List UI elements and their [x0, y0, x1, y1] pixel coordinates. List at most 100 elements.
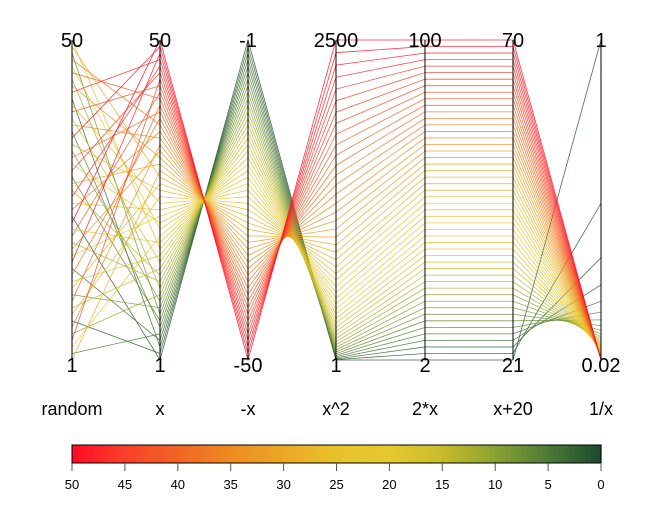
colorbar-segment	[82, 445, 89, 463]
colorbar-segment	[437, 445, 443, 463]
axis-max-label: -1	[239, 30, 257, 52]
colorbar-segment	[489, 445, 496, 463]
axis-name: x	[156, 399, 165, 419]
colorbar-tick-label: 35	[223, 477, 237, 492]
colorbar-segment	[172, 445, 179, 463]
colorbar-segment	[336, 445, 343, 463]
colorbar-segment	[511, 445, 517, 463]
colorbar-segment	[526, 445, 533, 463]
colorbar-segment	[357, 445, 364, 463]
axis-max-label: 100	[408, 30, 441, 52]
axis-min-label: 1	[330, 355, 341, 377]
colorbar-segment	[500, 445, 507, 463]
colorbar-segment	[479, 445, 486, 463]
colorbar-segment	[394, 445, 401, 463]
colorbar-segment	[458, 445, 465, 463]
colorbar-tick-label: 10	[488, 477, 502, 492]
axis-min-label: -50	[234, 355, 263, 377]
colorbar-segment	[468, 445, 475, 463]
colorbar-segment	[315, 445, 322, 463]
colorbar-segment	[251, 445, 258, 463]
colorbar-segment	[198, 445, 205, 463]
colorbar-segment	[87, 445, 94, 463]
axis-name: 1/x	[589, 399, 613, 419]
colorbar-segment	[495, 445, 502, 463]
colorbar-segment	[177, 445, 184, 463]
colorbar-tick-label: 5	[544, 477, 551, 492]
colorbar-segment	[399, 445, 406, 463]
colorbar-segment	[362, 445, 369, 463]
colorbar-tick-label: 20	[382, 477, 396, 492]
colorbar-segment	[140, 445, 147, 463]
colorbar-segment	[516, 445, 523, 463]
colorbar-segment	[193, 445, 200, 463]
colorbar-segment	[130, 445, 137, 463]
colorbar-segment	[72, 445, 78, 463]
colorbar-segment	[209, 445, 216, 463]
axis-max-label: 50	[61, 30, 83, 52]
colorbar-segment	[558, 445, 565, 463]
axis-max-label: 1	[595, 30, 606, 52]
colorbar-segment	[542, 445, 549, 463]
colorbar-segment	[320, 445, 327, 463]
axes: 50 1 random 50 1 x -1 -50 -x 2500 1 x^2 100 2 2*x 70 21 x…	[41, 30, 620, 419]
colorbar-segment	[230, 445, 237, 463]
axis-min-label: 0.02	[582, 355, 621, 377]
colorbar-segment	[463, 445, 470, 463]
colorbar-segment	[188, 445, 195, 463]
axis-max-label: 50	[149, 30, 171, 52]
colorbar-segment	[325, 445, 332, 463]
axis-min-label: 2	[419, 355, 430, 377]
colorbar-segment	[161, 445, 168, 463]
colorbar-segment	[421, 445, 428, 463]
colorbar-segment	[93, 445, 100, 463]
colorbar-segment	[241, 445, 248, 463]
colorbar-segment	[426, 445, 433, 463]
colorbar-segment	[410, 445, 417, 463]
colorbar-segment	[331, 445, 338, 463]
colorbar-segment	[246, 445, 253, 463]
colorbar-segment	[278, 445, 285, 463]
axis-max-label: 70	[502, 30, 524, 52]
colorbar-segment	[146, 445, 152, 463]
colorbar-segment	[452, 445, 459, 463]
colorbar-segment	[537, 445, 544, 463]
axis-name: 2*x	[412, 399, 438, 419]
colorbar-segment	[267, 445, 274, 463]
colorbar-segment	[124, 445, 131, 463]
colorbar-segment	[474, 445, 480, 463]
axis-min-label: 1	[154, 355, 165, 377]
colorbar-segment	[288, 445, 295, 463]
colorbar-segment	[294, 445, 301, 463]
colorbar-segment	[563, 445, 570, 463]
colorbar-segment	[109, 445, 115, 463]
colorbar-segment	[114, 445, 121, 463]
colorbar-segment	[579, 445, 586, 463]
axis-name: random	[41, 399, 102, 419]
colorbar-tick-label: 50	[65, 477, 79, 492]
colorbar-segment	[574, 445, 581, 463]
colorbar-segment	[299, 445, 306, 463]
colorbar-segment	[204, 445, 211, 463]
colorbar-tick-label: 30	[276, 477, 290, 492]
colorbar-segment	[415, 445, 422, 463]
colorbar-segment	[389, 445, 396, 463]
colorbar-segment	[505, 445, 512, 463]
colorbar-segment	[378, 445, 385, 463]
colorbar-segment	[484, 445, 491, 463]
colorbar-segment	[304, 445, 311, 463]
colorbar-segment	[262, 445, 269, 463]
colorbar-tick-label: 15	[435, 477, 449, 492]
axis-name: x+20	[493, 399, 533, 419]
colorbar-segment	[548, 445, 554, 463]
colorbar-segment	[167, 445, 174, 463]
colorbar-segment	[103, 445, 110, 463]
colorbar-segment	[590, 445, 597, 463]
colorbar-segment	[553, 445, 560, 463]
colorbar-segment	[347, 445, 353, 463]
colorbar-tick-label: 45	[118, 477, 132, 492]
colorbar-tick-label: 0	[597, 477, 604, 492]
colorbar-segment	[77, 445, 84, 463]
axis-name: -x	[241, 399, 256, 419]
colorbar-segment	[119, 445, 126, 463]
